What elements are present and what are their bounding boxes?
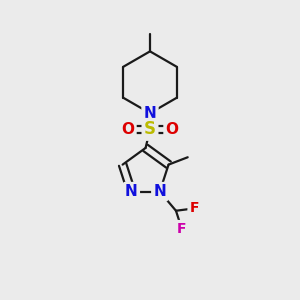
Text: O: O [166,122,178,137]
Text: F: F [177,222,187,236]
Text: N: N [144,106,156,121]
Text: F: F [190,201,199,215]
Text: N: N [153,184,166,199]
Text: O: O [122,122,134,137]
Text: S: S [144,120,156,138]
Text: N: N [125,184,138,199]
